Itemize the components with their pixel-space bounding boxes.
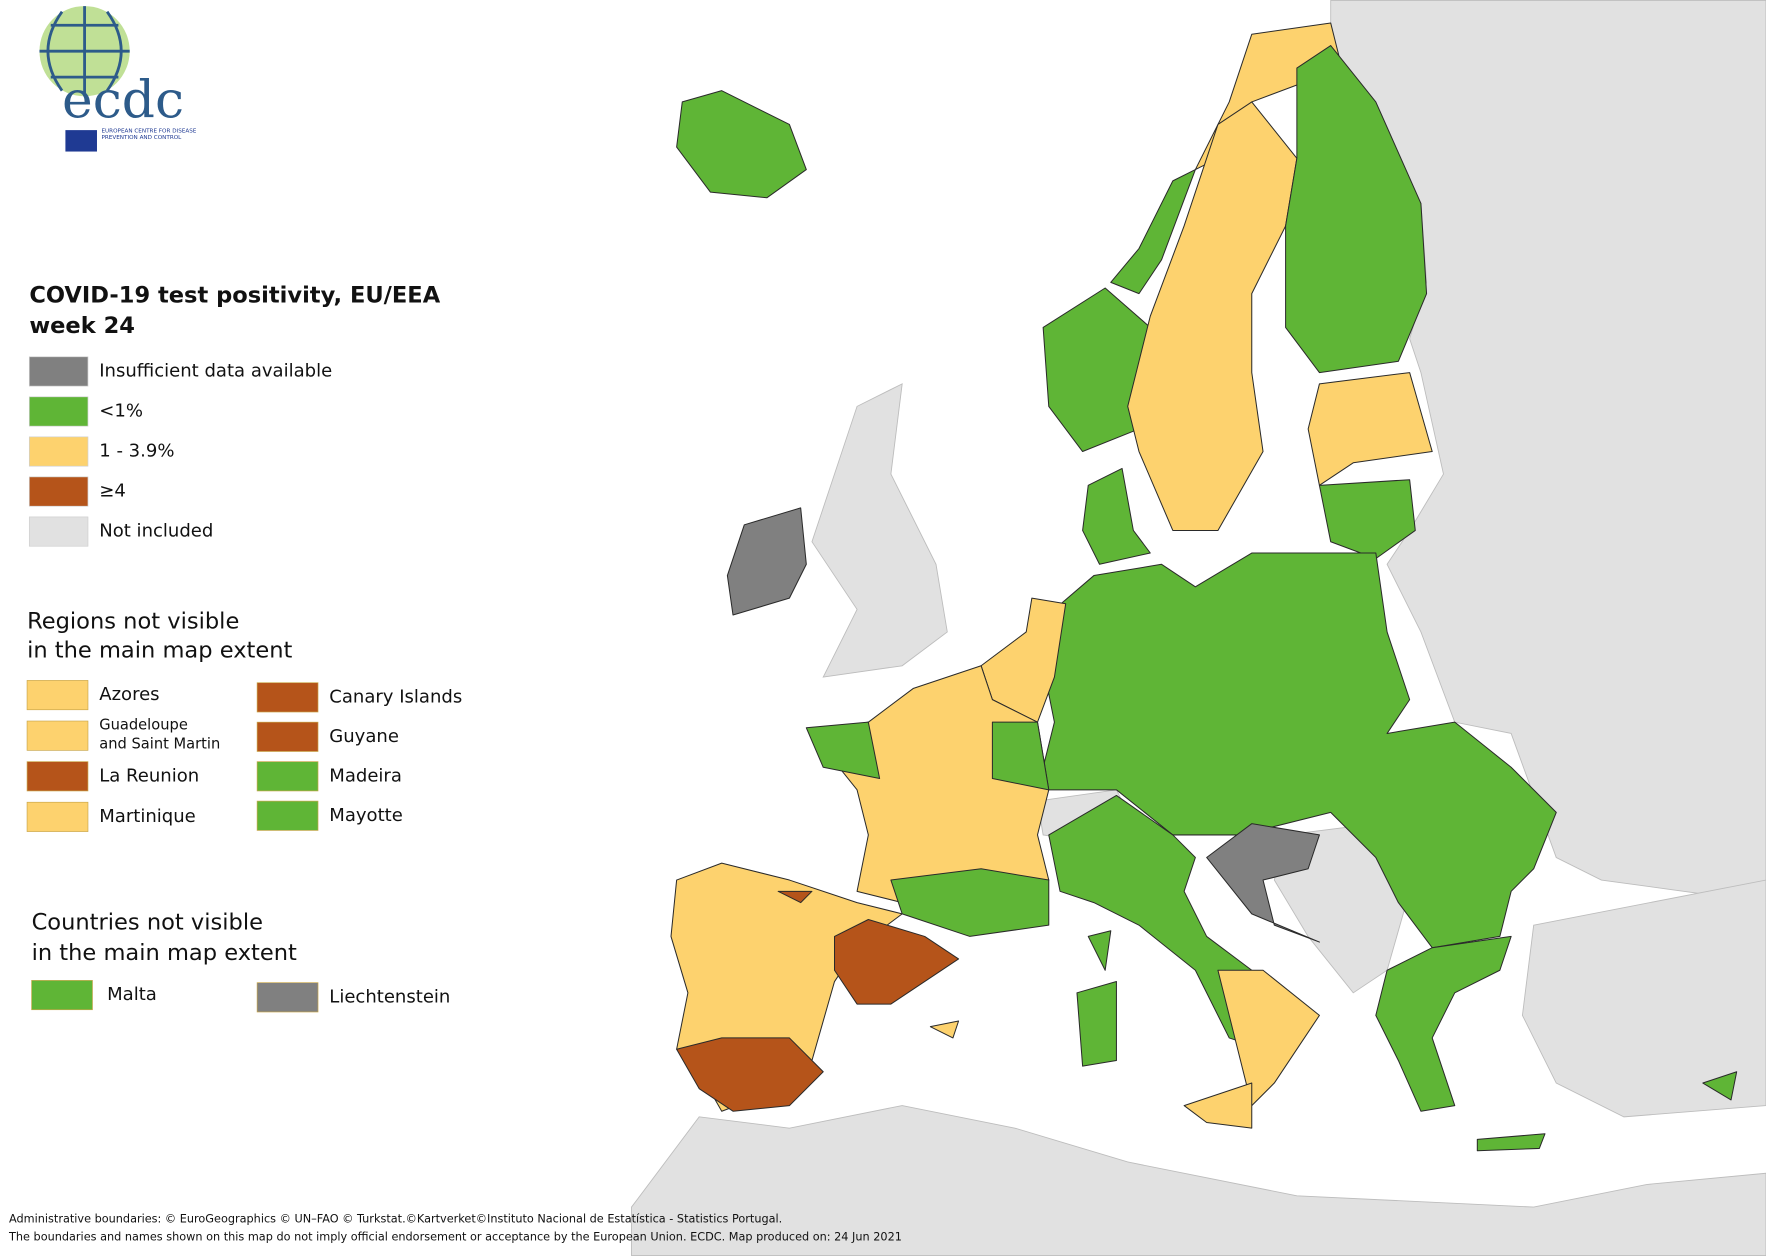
legend-title: week 24: [29, 313, 135, 339]
greece: [1375, 935, 1512, 1112]
legend-label: Not included: [99, 521, 213, 542]
logo-subtitle-box: EUROPEAN CENTRE FOR DISEASE PREVENTION A…: [101, 127, 197, 142]
iceland: [676, 90, 807, 199]
logo-subtitle: EUROPEAN CENTRE FOR DISEASE PREVENTION A…: [101, 127, 197, 142]
france-south: [890, 868, 1050, 937]
sicily: [1183, 1082, 1253, 1129]
denmark: [1082, 467, 1151, 565]
sweden: [1127, 101, 1298, 531]
legend-label: <1%: [99, 400, 143, 421]
footer-line: Administrative boundaries: © EuroGeograp…: [9, 1212, 782, 1225]
regions-swatch: [26, 720, 89, 751]
regions-title: Regions not visible: [27, 608, 239, 634]
legend-label: Insufficient data available: [99, 360, 332, 381]
legend-label: 1 - 3.9%: [99, 441, 174, 462]
sardinia: [1076, 981, 1117, 1067]
legend-swatch: [28, 516, 89, 547]
spain-east: [834, 919, 960, 1005]
countries-swatch: [31, 980, 93, 1011]
regions-label: La Reunion: [99, 765, 199, 786]
countries-label: Liechtenstein: [329, 986, 450, 1007]
legend: COVID-19 test positivity, EU/EEA week 24…: [26, 282, 462, 1013]
legend-title: COVID-19 test positivity, EU/EEA: [29, 282, 440, 308]
not-included-uk: [811, 383, 948, 678]
croatia: [1206, 823, 1320, 943]
legend-swatch: [28, 356, 89, 387]
footer-line: The boundaries and names shown on this m…: [8, 1231, 902, 1244]
countries-swatch: [256, 982, 319, 1013]
countries-title: in the main map extent: [32, 940, 297, 966]
regions-swatch: [26, 801, 89, 832]
regions-swatch: [256, 721, 319, 752]
legend-swatch: [28, 396, 89, 427]
baltics-north: [1307, 372, 1433, 486]
eu-flag: [65, 130, 97, 152]
crete: [1476, 1133, 1546, 1152]
france-brittany: [805, 721, 881, 780]
central-europe: [1036, 552, 1557, 949]
italy-south: [1217, 969, 1320, 1107]
lithuania: [1318, 479, 1416, 560]
logo-text: ecdc: [62, 71, 184, 131]
regions-swatch: [26, 680, 89, 711]
spain-north: [777, 890, 813, 904]
legend-label: ≥4: [99, 481, 126, 502]
finland: [1285, 45, 1428, 374]
balearics: [929, 1020, 960, 1039]
corsica: [1087, 930, 1112, 971]
regions-label: Martinique: [99, 806, 196, 827]
regions-swatch: [256, 800, 319, 831]
logo: ecdc EUROPEAN CENTRE FOR DISEASE PREVENT…: [39, 6, 197, 152]
regions-label: Azores: [99, 684, 159, 705]
regions-swatch: [26, 761, 89, 792]
countries-label: Malta: [107, 984, 157, 1005]
regions-swatch: [256, 761, 319, 792]
regions-label: Madeira: [329, 765, 402, 786]
regions-label: Guyane: [329, 726, 399, 747]
legend-swatch: [28, 476, 89, 507]
logo-grid: [39, 6, 130, 97]
legend-swatch: [28, 436, 89, 467]
regions-label: Canary Islands: [329, 686, 462, 707]
france: [811, 665, 1050, 915]
ireland: [726, 507, 807, 616]
regions-title: in the main map extent: [27, 638, 292, 664]
countries-title: Countries not visible: [32, 909, 263, 935]
regions-label: and Saint Martin: [99, 736, 220, 753]
andalusia: [676, 1037, 824, 1112]
cyprus: [1702, 1071, 1738, 1101]
france-northeast: [991, 721, 1050, 791]
regions-swatch: [256, 682, 319, 713]
map: [631, 0, 1766, 1256]
regions-label: Guadeloupe: [99, 717, 188, 734]
regions-label: Mayotte: [329, 805, 403, 826]
